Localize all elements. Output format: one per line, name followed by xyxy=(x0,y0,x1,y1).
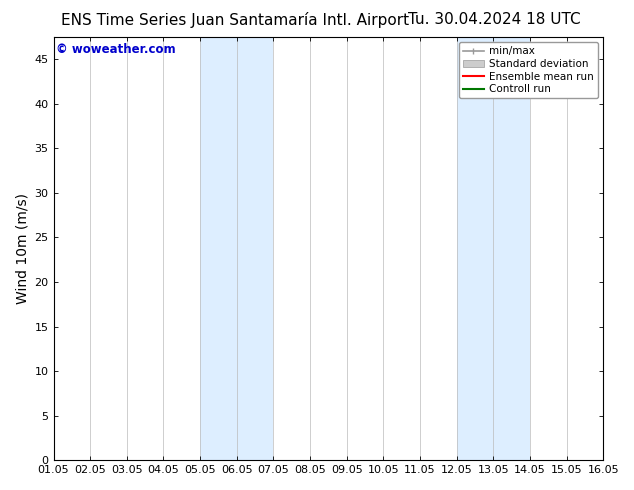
Text: © woweather.com: © woweather.com xyxy=(56,44,176,56)
Text: ENS Time Series Juan Santamaría Intl. Airport: ENS Time Series Juan Santamaría Intl. Ai… xyxy=(60,12,409,28)
Y-axis label: Wind 10m (m/s): Wind 10m (m/s) xyxy=(15,193,29,304)
Bar xyxy=(456,37,530,460)
Bar xyxy=(200,37,273,460)
Legend: min/max, Standard deviation, Ensemble mean run, Controll run: min/max, Standard deviation, Ensemble me… xyxy=(459,42,598,98)
Text: Tu. 30.04.2024 18 UTC: Tu. 30.04.2024 18 UTC xyxy=(408,12,581,27)
